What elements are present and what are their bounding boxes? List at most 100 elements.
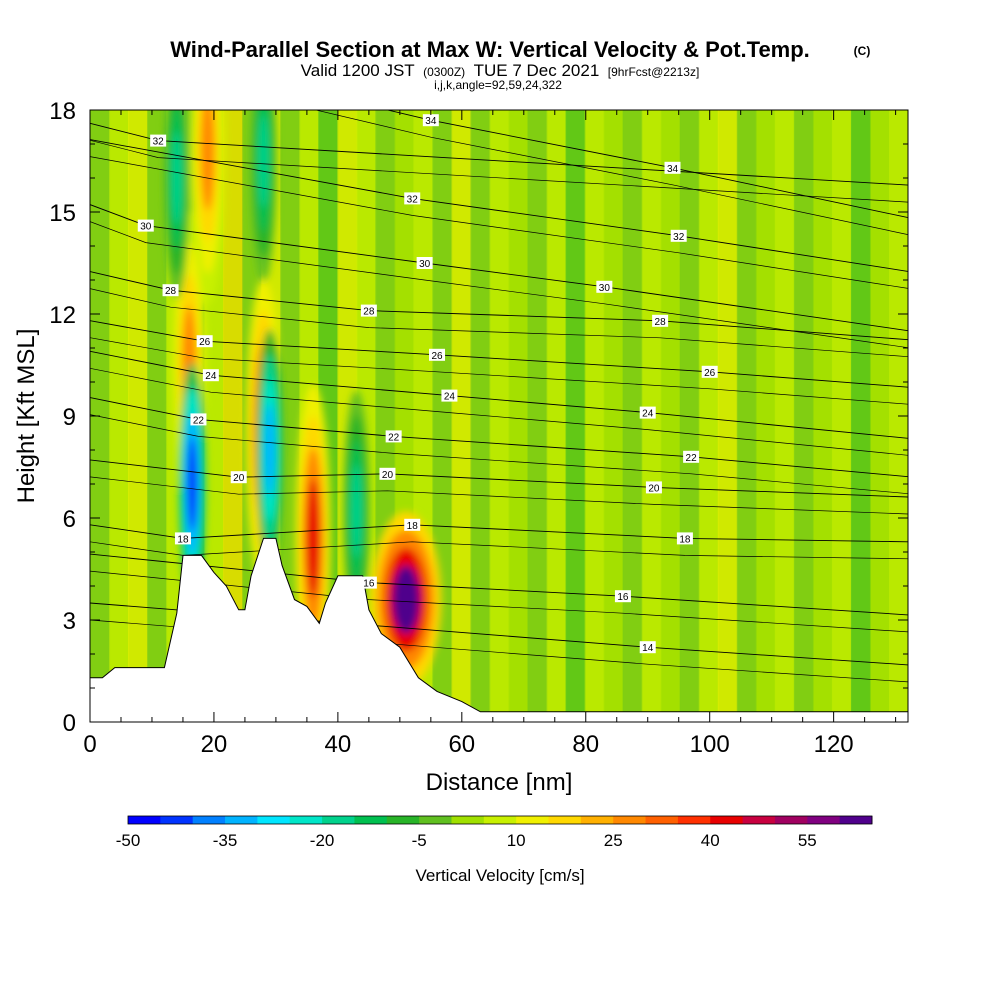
colorbar-frame bbox=[127, 815, 873, 825]
colorbar-tick-label: -50 bbox=[116, 831, 141, 850]
velocity-band bbox=[717, 110, 738, 722]
svg-text:22: 22 bbox=[193, 415, 205, 426]
theta-contour-label: 26 bbox=[701, 365, 718, 379]
colorbar-swatch bbox=[613, 816, 647, 824]
colorbar-swatch bbox=[548, 816, 582, 824]
colorbar-tick-label: -35 bbox=[213, 831, 238, 850]
theta-contour-line bbox=[90, 156, 908, 289]
theta-contour-label: 34 bbox=[422, 114, 439, 127]
svg-text:32: 32 bbox=[673, 232, 685, 243]
colorbar: -50 -35 -20 -5 10 25 40 55 bbox=[116, 815, 873, 850]
svg-text:28: 28 bbox=[363, 307, 375, 318]
velocity-band bbox=[128, 110, 149, 722]
theta-contour-line bbox=[385, 110, 908, 219]
colorbar-tick-label: 40 bbox=[701, 831, 720, 850]
velocity-band bbox=[527, 110, 548, 722]
downdraft-cell bbox=[351, 464, 362, 558]
theta-contour-label: 30 bbox=[596, 280, 613, 294]
theta-contour-label: 24 bbox=[639, 406, 656, 420]
theta-contour-label: 26 bbox=[196, 335, 213, 348]
theta-contour-line bbox=[90, 139, 908, 203]
y-tick-label: 18 bbox=[49, 98, 76, 125]
chart-indices: i,j,k,angle=92,59,24,322 bbox=[434, 78, 562, 92]
x-tick-label: 80 bbox=[572, 731, 599, 758]
svg-text:18: 18 bbox=[407, 521, 419, 532]
y-tick-label: 3 bbox=[63, 608, 76, 635]
velocity-band bbox=[774, 110, 795, 722]
colorbar-swatch bbox=[580, 816, 614, 824]
colorbar-swatch bbox=[483, 816, 517, 824]
svg-text:30: 30 bbox=[419, 259, 431, 270]
theta-contour-line bbox=[90, 570, 908, 633]
theta-contour-line bbox=[314, 110, 908, 235]
colorbar-swatch bbox=[839, 816, 873, 824]
svg-text:16: 16 bbox=[363, 579, 375, 590]
updraft-cell bbox=[392, 565, 420, 634]
colorbar-tick-label: 25 bbox=[604, 831, 623, 850]
colorbar-swatch bbox=[807, 816, 841, 824]
theta-contour-label: 16 bbox=[614, 590, 631, 603]
plot-area: 32 34 34 32 32 30 30 30 28 28 28 26 26 26 24 24 24 22 22 22… bbox=[90, 110, 908, 722]
svg-text:20: 20 bbox=[382, 470, 394, 481]
colorbar-swatch bbox=[386, 816, 420, 824]
theta-contour-line bbox=[90, 221, 908, 349]
svg-text:18: 18 bbox=[679, 534, 691, 545]
downdraft-cell bbox=[258, 114, 269, 208]
colorbar-swatch bbox=[419, 816, 452, 824]
x-tick-label: 60 bbox=[448, 731, 475, 758]
theta-contour-label: 14 bbox=[639, 641, 656, 654]
colorbar-tick-label: -20 bbox=[310, 831, 335, 850]
svg-text:28: 28 bbox=[165, 286, 177, 297]
velocity-band bbox=[603, 110, 624, 722]
colorbar-swatch bbox=[225, 816, 258, 824]
velocity-band bbox=[793, 110, 814, 722]
svg-text:34: 34 bbox=[667, 164, 679, 175]
velocity-band bbox=[869, 110, 890, 722]
colorbar-swatch bbox=[128, 816, 161, 824]
theta-contour-label: 26 bbox=[429, 348, 446, 362]
theta-contour-line bbox=[90, 476, 908, 515]
svg-text:16: 16 bbox=[617, 592, 629, 603]
svg-text:34: 34 bbox=[425, 116, 437, 127]
svg-text:24: 24 bbox=[444, 392, 456, 403]
theta-contour-label: 24 bbox=[441, 389, 458, 403]
velocity-band bbox=[546, 110, 567, 722]
theta-contour-label: 28 bbox=[360, 304, 377, 318]
theta-contour-label: 20 bbox=[379, 467, 396, 481]
velocity-band bbox=[147, 110, 168, 722]
chart-subtitle: Valid 1200 JST (0300Z) TUE 7 Dec 2021 [9… bbox=[301, 61, 700, 80]
theta-contour-line bbox=[90, 139, 908, 272]
theta-contour-label: 22 bbox=[683, 450, 700, 464]
theta-contour-label: 28 bbox=[162, 284, 179, 297]
svg-text:24: 24 bbox=[205, 371, 217, 382]
velocity-band bbox=[508, 110, 529, 722]
copyright-mark: (C) bbox=[854, 44, 871, 58]
theta-contour-label: 32 bbox=[404, 192, 421, 205]
colorbar-swatch bbox=[516, 816, 550, 824]
svg-text:26: 26 bbox=[199, 337, 211, 348]
colorbar-swatch bbox=[742, 816, 776, 824]
terrain-mask bbox=[90, 537, 908, 722]
colorbar-swatch bbox=[451, 816, 485, 824]
velocity-band bbox=[451, 110, 472, 722]
velocity-band bbox=[584, 110, 605, 722]
velocity-band bbox=[698, 110, 719, 722]
y-axis-title: Height [Kft MSL] bbox=[13, 329, 40, 504]
svg-text:14: 14 bbox=[642, 643, 654, 654]
downdraft-cell bbox=[187, 437, 198, 531]
svg-text:20: 20 bbox=[233, 473, 245, 484]
x-tick-label: 120 bbox=[814, 731, 854, 758]
x-axis: 0 20 40 60 80 100 120 bbox=[83, 110, 897, 758]
colorbar-swatch bbox=[645, 816, 679, 824]
svg-text:20: 20 bbox=[648, 483, 660, 494]
colorbar-label: Vertical Velocity [cm/s] bbox=[415, 866, 584, 885]
velocity-band bbox=[831, 110, 852, 722]
theta-contour-line bbox=[90, 553, 908, 616]
theta-contour-label: 30 bbox=[137, 219, 154, 233]
theta-contour-line bbox=[90, 288, 908, 358]
theta-contour-label: 18 bbox=[174, 532, 191, 545]
velocity-band bbox=[109, 110, 130, 722]
colorbar-swatch bbox=[710, 816, 744, 824]
y-tick-label: 15 bbox=[49, 200, 76, 227]
theta-contour-label: 18 bbox=[404, 518, 421, 532]
